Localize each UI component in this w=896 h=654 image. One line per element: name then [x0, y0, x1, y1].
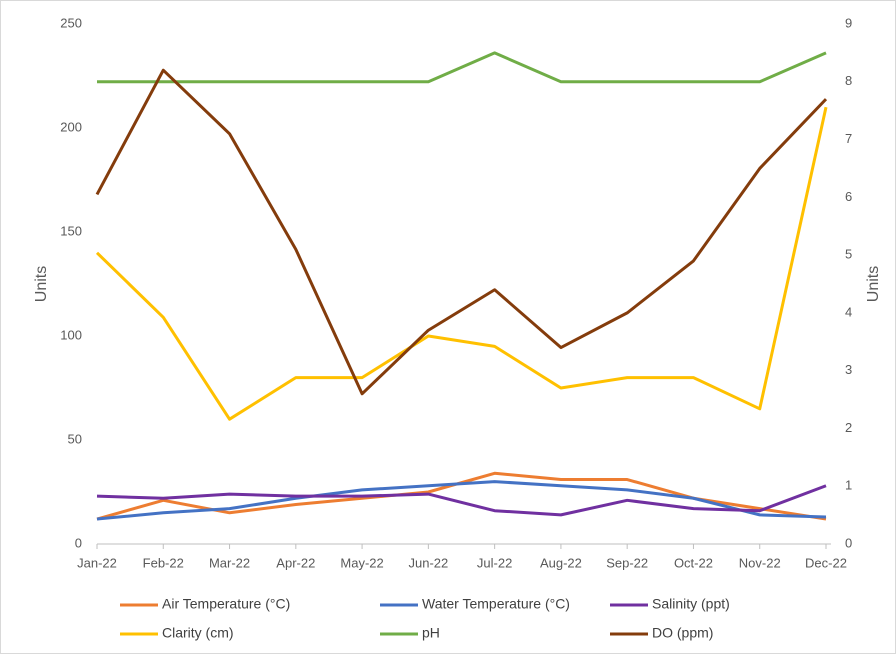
- y-tick-label: 150: [60, 223, 82, 238]
- y2-tick-label: 5: [845, 247, 852, 262]
- legend-label: Clarity (cm): [162, 625, 234, 641]
- series-line: [95, 106, 828, 421]
- y2-tick-label: 6: [845, 189, 852, 204]
- legend-label: Water Temperature (°C): [422, 596, 570, 612]
- x-tick-label: Oct-22: [674, 555, 713, 570]
- y-tick-label: 200: [60, 119, 82, 134]
- x-tick-label: Jun-22: [408, 555, 448, 570]
- y2-tick-label: 8: [845, 73, 852, 88]
- x-tick-label: Feb-22: [143, 555, 184, 570]
- y-tick-label: 250: [60, 15, 82, 30]
- legend-label: pH: [422, 625, 440, 641]
- x-tick-label: Jul-22: [477, 555, 512, 570]
- y-tick-label: 100: [60, 327, 82, 342]
- x-tick-label: Jan-22: [77, 555, 117, 570]
- y2-axis-title: Units: [865, 266, 882, 302]
- legend-label: Air Temperature (°C): [162, 596, 290, 612]
- x-tick-label: Aug-22: [540, 555, 582, 570]
- y2-tick-label: 2: [845, 420, 852, 435]
- y2-tick-label: 3: [845, 362, 852, 377]
- y2-tick-label: 9: [845, 15, 852, 30]
- series-line: [95, 68, 828, 396]
- x-tick-label: Sep-22: [606, 555, 648, 570]
- y2-tick-label: 4: [845, 304, 852, 319]
- x-tick-label: Nov-22: [739, 555, 781, 570]
- x-tick-label: May-22: [340, 555, 383, 570]
- y2-tick-label: 1: [845, 478, 852, 493]
- y2-tick-label: 0: [845, 535, 852, 550]
- series-line: [96, 480, 827, 521]
- y-tick-label: 50: [68, 431, 82, 446]
- x-tick-label: Apr-22: [276, 555, 315, 570]
- x-tick-label: Dec-22: [805, 555, 847, 570]
- y-tick-label: 0: [75, 535, 82, 550]
- x-tick-label: Mar-22: [209, 555, 250, 570]
- y-axis-title: Units: [33, 266, 50, 302]
- series-line: [97, 51, 827, 84]
- series-line: [96, 484, 827, 517]
- legend-label: Salinity (ppt): [652, 596, 730, 612]
- y2-tick-label: 7: [845, 131, 852, 146]
- legend-label: DO (ppm): [652, 625, 713, 641]
